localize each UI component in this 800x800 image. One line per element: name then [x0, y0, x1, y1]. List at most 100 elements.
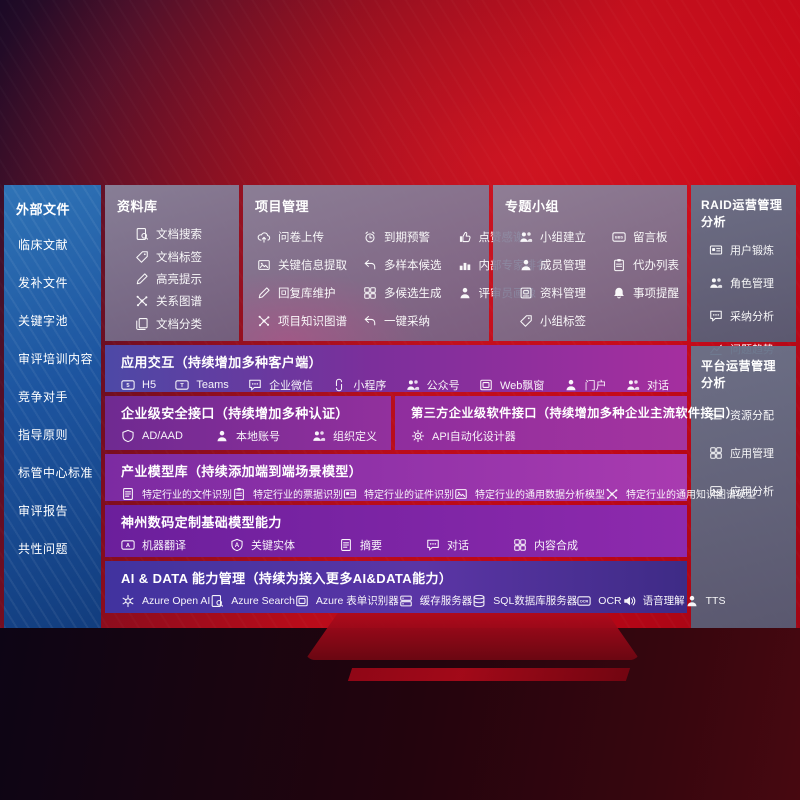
feature-item[interactable]: 高亮提示 [135, 271, 239, 287]
adoption-analysis-icon [709, 309, 723, 323]
feature-label: 多候选生成 [384, 288, 442, 300]
feature-item[interactable]: 语音理解 [622, 593, 685, 608]
sidebar-item[interactable]: 标管中心标准 [18, 464, 95, 481]
feature-item[interactable]: 企业微信 [248, 377, 313, 393]
feature-item[interactable]: Web飘窗 [479, 377, 544, 393]
feature-item[interactable]: 应用管理 [709, 445, 790, 461]
feature-item[interactable]: A 机器翻译 [121, 537, 186, 553]
feature-item[interactable]: 5 H5 [121, 378, 156, 392]
svg-text:OCR: OCR [580, 599, 589, 603]
topic-group-panel: 专题小组 小组建立 成员管理 资料管理 小组标签 BBS 留言板 代办列表 事项提醒 [493, 185, 687, 341]
feature-label: 特定行业的通用数据分析模型 [475, 490, 605, 501]
feature-item[interactable]: 事项提醒 [612, 279, 679, 307]
feature-item[interactable]: AD/AAD [121, 429, 183, 443]
feature-item[interactable]: 特定行业的证件识别 [343, 486, 454, 501]
feature-label: 资源分配 [730, 410, 774, 422]
feature-item[interactable]: 项目知识图谱 [257, 307, 347, 335]
feature-item[interactable]: 关系图谱 [135, 293, 239, 309]
feature-label: 语音理解 [642, 595, 685, 607]
feature-item[interactable]: API自动化设计器 [411, 428, 516, 444]
feature-item[interactable]: 多样本候选 [363, 251, 442, 279]
feature-label: 竞争对手 [18, 390, 69, 404]
key-entity-icon: A [230, 538, 244, 552]
industry-file-recognition-icon [121, 487, 135, 501]
feature-item[interactable]: 回复库维护 [257, 279, 347, 307]
sidebar-item[interactable]: 审评报告 [18, 502, 95, 519]
feature-item[interactable]: 公众号 [406, 377, 460, 393]
feature-item[interactable]: Azure Open AI [121, 594, 210, 608]
feature-label: 特定行业的票据识别 [253, 490, 343, 501]
feature-item[interactable]: 门户 [564, 377, 607, 393]
api-auto-designer-icon [411, 429, 425, 443]
feature-label: 到期预警 [384, 232, 430, 244]
feature-item[interactable]: 特定行业的文件识别 [121, 486, 232, 501]
feature-item[interactable]: 资源分配 [709, 407, 790, 423]
feature-item[interactable]: 应用分析 [709, 483, 790, 499]
speech-understanding-icon [622, 594, 636, 608]
svg-text:BBS: BBS [615, 236, 624, 240]
feature-item[interactable]: TTS [685, 594, 726, 608]
feature-item[interactable]: 本地账号 [215, 428, 280, 444]
feature-item[interactable]: 特定行业的通用数据分析模型 [454, 486, 605, 501]
feature-item[interactable]: Azure 表单识别器 [295, 593, 399, 608]
sidebar-item[interactable]: 发补文件 [18, 274, 95, 291]
feature-item[interactable]: 问卷上传 [257, 223, 347, 251]
feature-item[interactable]: 缓存服务器 [399, 593, 472, 608]
feature-label: 关键实体 [251, 540, 295, 552]
sidebar-item[interactable]: 共性问题 [18, 540, 95, 557]
feature-item[interactable]: 摘要 [339, 537, 382, 553]
raid-ops-list: 用户锻炼角色管理采纳分析问题趋势 [691, 234, 796, 357]
feature-item[interactable]: 关键信息提取 [257, 251, 347, 279]
feature-item[interactable]: Azure Search [210, 594, 295, 608]
feature-item[interactable]: 组织定义 [312, 428, 377, 444]
enterprise-security-band: 企业级安全接口（持续增加多种认证） AD/AAD 本地账号 组织定义 [105, 396, 391, 450]
feature-item[interactable]: OCR OCR [577, 594, 622, 608]
feature-label: 应用分析 [730, 486, 774, 498]
feature-item[interactable]: 特定行业的票据识别 [232, 486, 343, 501]
feature-item[interactable]: 特定行业的通用知识图谱模型 [605, 486, 756, 501]
feature-item[interactable]: T Teams [175, 378, 229, 392]
sidebar-item[interactable]: 竞争对手 [18, 388, 95, 405]
feature-item[interactable]: 多候选生成 [363, 279, 442, 307]
panel-title: 平台运营管理分析 [701, 359, 777, 390]
feature-item[interactable]: 角色管理 [709, 275, 790, 291]
sidebar-item[interactable]: 指导原则 [18, 426, 95, 443]
tts-icon [685, 594, 699, 608]
feature-item[interactable]: SQL数据库服务器 [472, 593, 577, 608]
wecom-icon [248, 378, 262, 392]
feature-item[interactable]: 小程序 [332, 377, 386, 393]
feature-item[interactable]: 内容合成 [513, 537, 578, 553]
feature-item[interactable]: 小组建立 [519, 223, 586, 251]
feature-item[interactable]: 文档标签 [135, 249, 239, 265]
sidebar-item[interactable]: 关键字池 [18, 312, 95, 329]
feature-item[interactable]: 资料管理 [519, 279, 586, 307]
feature-item[interactable]: 代办列表 [612, 251, 679, 279]
feature-item[interactable]: 文档分类 [135, 316, 239, 332]
feature-item[interactable]: 用户锻炼 [709, 242, 790, 258]
feature-item[interactable]: 采纳分析 [709, 308, 790, 324]
sidebar-item[interactable]: 审评培训内容 [18, 350, 95, 367]
feature-item[interactable]: BBS 留言板 [612, 223, 679, 251]
sidebar-item[interactable]: 临床文献 [18, 236, 95, 253]
feature-item[interactable]: A 关键实体 [230, 537, 295, 553]
feature-label: 用户锻炼 [730, 245, 774, 257]
feature-item[interactable]: 到期预警 [363, 223, 442, 251]
feature-item[interactable]: 对话 [626, 377, 669, 393]
message-board-icon: BBS [612, 230, 626, 244]
industry-model-band: 产业模型库（持续添加端到端场景模型） 特定行业的文件识别 特定行业的票据识别 特定行… [105, 454, 756, 501]
feature-item[interactable]: 小组标签 [519, 307, 586, 335]
feature-item[interactable]: 文档搜索 [135, 226, 239, 242]
official-account-icon [406, 378, 420, 392]
feature-label: 对话 [447, 540, 469, 552]
feature-label: 问卷上传 [278, 232, 324, 244]
local-account-icon [215, 429, 229, 443]
feature-item[interactable]: 一键采纳 [363, 307, 442, 335]
reviewer-portrait-icon [458, 286, 472, 300]
feature-item[interactable]: 对话 [426, 537, 469, 553]
feature-label: TTS [705, 594, 726, 607]
industry-receipt-recognition-icon [232, 487, 246, 501]
feature-item[interactable]: 成员管理 [519, 251, 586, 279]
band-title: AI & DATA 能力管理（持续为接入更多AI&DATA能力） [121, 571, 453, 586]
feature-label: 小程序 [353, 380, 387, 392]
